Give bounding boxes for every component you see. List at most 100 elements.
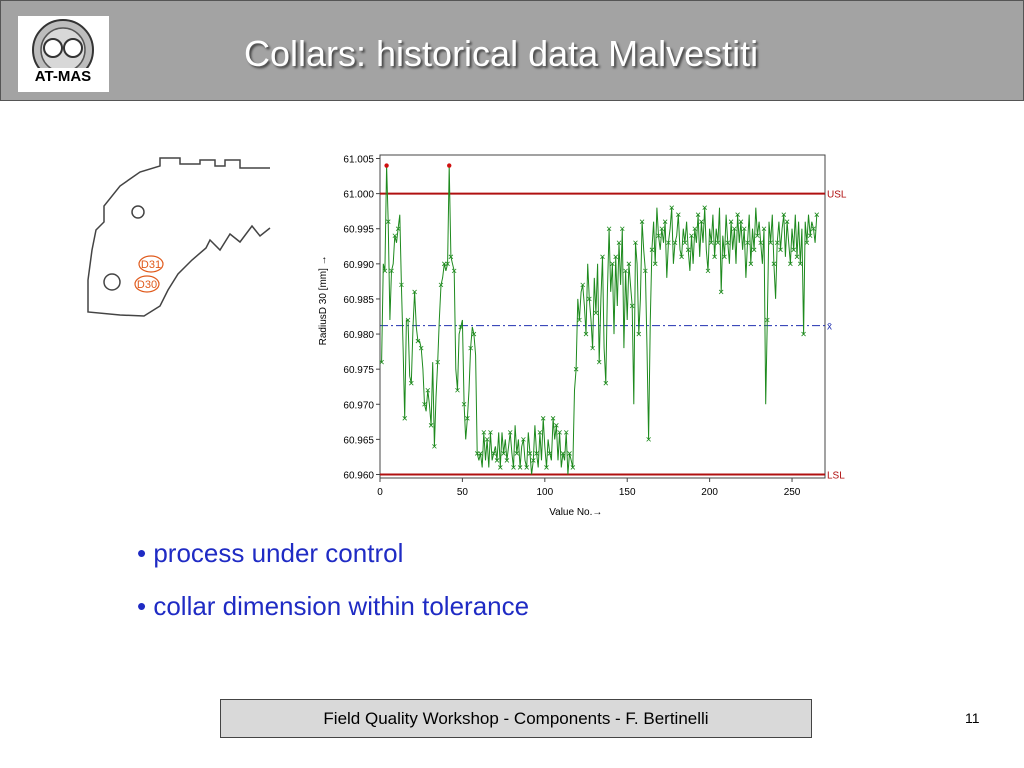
data-point [511,465,516,470]
data-point [626,261,632,267]
data-point [656,233,661,239]
data-point [537,430,543,435]
data-point [563,430,569,435]
at-mas-logo: AT-MAS [18,16,109,92]
data-point [652,261,658,267]
data-point [807,233,813,239]
d31-marker [138,255,164,273]
data-point [672,240,678,246]
data-point [702,205,707,210]
data-point [517,465,523,470]
svg-text:AT-MAS: AT-MAS [35,68,91,85]
data-point [445,261,450,267]
x-tick-label: 200 [701,487,718,498]
data-point [593,310,599,316]
data-point [415,338,421,344]
data-point [804,240,810,246]
data-point [705,268,711,274]
data-point [501,451,506,456]
y-tick-label: 60.970 [343,400,374,411]
data-point [550,416,556,421]
data-point [669,205,675,210]
data-point [643,268,648,274]
data-point [583,331,589,337]
data-point [399,282,404,288]
x-tick-label: 100 [536,487,553,498]
d30-marker [134,275,160,293]
data-point [610,261,615,267]
y-tick-label: 60.960 [343,470,374,481]
data-point [722,254,727,260]
data-point [748,261,754,267]
limit-label: USL [827,190,847,201]
data-point [695,212,701,217]
data-point [491,451,497,456]
data-point [784,219,790,224]
y-tick-label: 60.980 [343,330,374,341]
data-point [471,331,477,337]
data-point [797,261,803,267]
page-number: 11 [965,710,980,726]
data-point [530,458,536,463]
data-point [405,317,411,323]
data-point [474,451,480,456]
data-point [514,451,520,456]
data-point [432,444,437,449]
collar-drawing: D31 D30 [80,150,280,330]
data-point [428,423,434,428]
limit-label: x̄ [827,322,832,333]
data-point [379,359,384,365]
data-point [448,254,454,260]
data-point [402,416,408,421]
data-point [758,240,764,246]
data-point [554,423,559,428]
plot-area [379,154,826,479]
data-point [389,268,394,274]
data-point [814,212,820,217]
data-point [590,345,595,351]
y-tick-label: 61.005 [343,155,374,166]
data-point [768,240,773,246]
data-point [557,430,562,435]
x-tick-label: 150 [619,487,636,498]
data-point [613,254,618,260]
data-point [619,226,625,232]
data-point [435,359,440,365]
control-chart: 61.005 61.000 60.995 60.990 60.985 60.980 60.9… [310,145,870,525]
data-point [478,451,483,456]
data-point [547,451,553,456]
x-tick-label: 0 [377,487,383,498]
data-point [761,226,767,232]
bullet-process-control: • process under control [137,538,404,568]
data-point [765,317,770,323]
data-point [735,212,740,217]
data-point [521,437,526,442]
data-point [441,261,447,267]
y-tick-label: 60.985 [343,295,374,306]
page-title: Collars: historical data Malvestiti [244,33,759,74]
data-point [392,233,398,239]
y-tick-label: 60.965 [343,435,374,446]
data-point [781,212,787,217]
data-point [544,465,549,470]
data-point [801,331,806,337]
data-point [580,282,586,288]
data-point [676,212,681,217]
data-point [504,458,510,463]
limit-label: LSL [827,470,845,481]
data-point [718,289,724,295]
y-tick-label: 60.995 [343,225,374,236]
data-point [438,282,444,288]
data-point [412,289,417,295]
data-point [468,345,473,351]
y-tick-label: 60.975 [343,365,374,376]
data-point [382,268,388,274]
data-point [540,416,546,421]
data-point [712,254,717,260]
data-point [577,317,582,323]
data-point [636,331,642,337]
data-point [685,247,691,253]
data-point [573,366,579,372]
data-point [692,226,698,232]
data-point [461,401,467,407]
